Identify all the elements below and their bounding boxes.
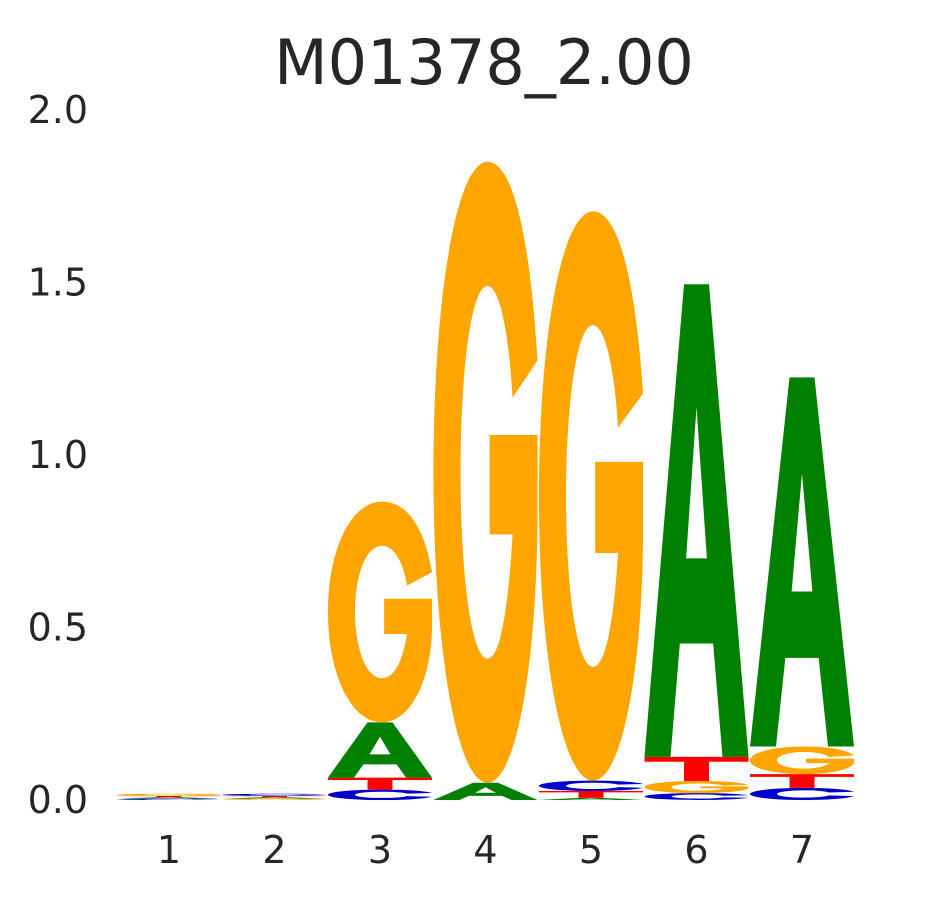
letter-g xyxy=(750,746,854,775)
letter-a xyxy=(433,782,538,800)
y-tick-label: 1.0 xyxy=(28,433,88,477)
letter-c xyxy=(750,787,854,800)
chart-title: M01378_2.00 xyxy=(274,26,694,99)
letter-t xyxy=(117,795,221,798)
letter-c xyxy=(328,789,432,800)
x-tick-label: 7 xyxy=(790,828,814,872)
letter-stack-7 xyxy=(750,377,854,800)
y-tick-label: 0.5 xyxy=(28,606,88,650)
letter-g xyxy=(222,798,327,800)
letter-g xyxy=(117,793,221,796)
x-tick-label: 1 xyxy=(157,828,181,872)
y-tick-label: 2.0 xyxy=(28,88,88,132)
x-tick-label: 4 xyxy=(473,828,497,872)
letter-stack-1 xyxy=(117,793,221,800)
x-tick-label: 6 xyxy=(684,828,708,872)
letter-t xyxy=(644,756,749,782)
letter-a xyxy=(750,377,854,747)
letter-t xyxy=(222,795,327,798)
letter-g xyxy=(328,501,432,723)
letter-stack-5 xyxy=(539,211,643,800)
letter-stack-2 xyxy=(222,793,327,800)
letter-g xyxy=(644,781,749,794)
letter-g xyxy=(539,211,643,781)
letter-stack-3 xyxy=(328,501,432,800)
x-tick-label: 2 xyxy=(262,828,286,872)
letter-t xyxy=(539,791,643,798)
x-tick-label: 3 xyxy=(368,828,392,872)
letter-a xyxy=(644,284,749,757)
letter-g xyxy=(433,161,538,783)
letter-a xyxy=(539,797,643,800)
letter-c xyxy=(222,793,327,796)
letter-stack-4 xyxy=(433,161,538,800)
letter-a xyxy=(117,797,221,799)
x-axis-ticks: 1 2 3 4 5 6 7 xyxy=(157,828,814,872)
letter-t xyxy=(750,774,854,788)
y-tick-label: 0.0 xyxy=(28,778,88,822)
letter-stack-6 xyxy=(644,284,749,800)
letter-a xyxy=(222,797,327,799)
letter-stacks xyxy=(117,161,854,800)
x-tick-label: 5 xyxy=(579,828,603,872)
letter-a xyxy=(328,722,432,778)
letter-t xyxy=(328,777,432,790)
letter-c xyxy=(539,780,643,792)
y-tick-label: 1.5 xyxy=(28,261,88,305)
letter-c xyxy=(117,798,221,800)
y-axis-ticks: 0.0 0.5 1.0 1.5 2.0 xyxy=(28,88,88,822)
letter-c xyxy=(644,793,749,800)
